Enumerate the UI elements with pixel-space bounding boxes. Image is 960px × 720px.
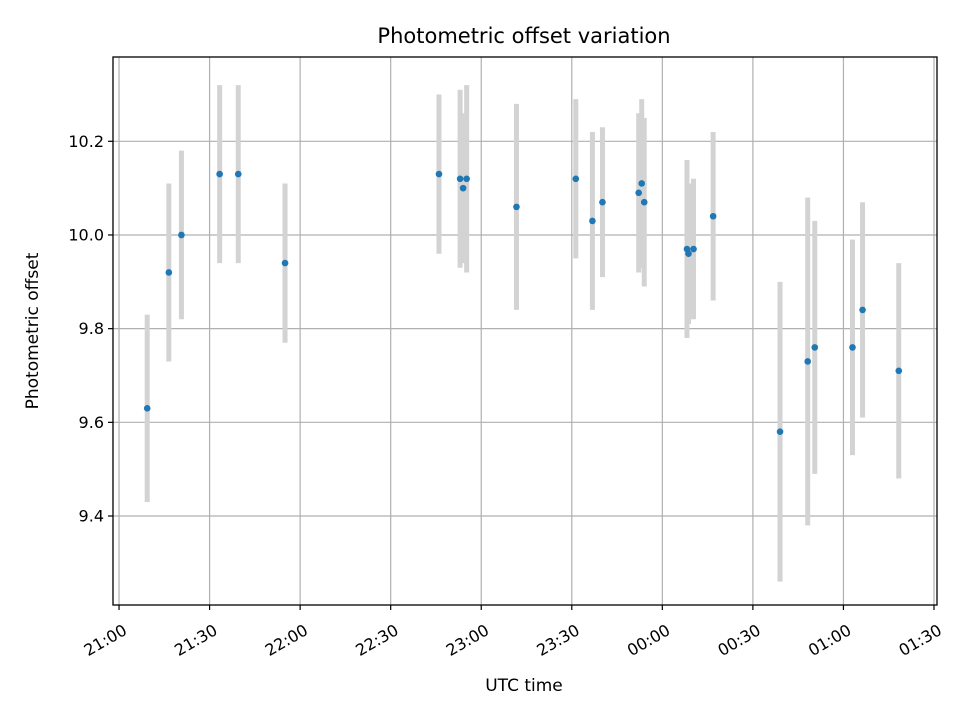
point-layer: [143, 170, 903, 436]
data-point: [513, 203, 520, 211]
y-tick-label: 9.6: [79, 413, 104, 432]
data-point: [895, 367, 903, 375]
data-point: [690, 245, 697, 253]
chart-title: Photometric offset variation: [377, 24, 670, 48]
plot-frame: [112, 56, 938, 606]
data-point: [776, 428, 784, 436]
data-point: [589, 217, 596, 225]
data-point: [143, 404, 151, 412]
data-point: [640, 198, 648, 206]
data-point: [459, 184, 467, 192]
data-point: [435, 170, 443, 178]
data-point: [635, 189, 642, 197]
data-point: [178, 231, 185, 239]
y-axis-label: Photometric offset: [23, 252, 43, 409]
data-point: [804, 358, 812, 365]
data-point: [638, 180, 646, 187]
data-point: [811, 344, 819, 351]
data-point: [463, 175, 470, 183]
data-point: [281, 259, 289, 267]
data-point: [599, 198, 606, 206]
y-tick-label: 9.8: [79, 319, 104, 338]
data-point: [709, 212, 717, 220]
y-tick-label: 10.2: [68, 132, 104, 151]
data-point: [165, 269, 173, 276]
x-axis-label: UTC time: [485, 676, 563, 696]
y-tick-label: 9.4: [79, 507, 104, 526]
data-point: [685, 250, 692, 258]
data-point: [859, 306, 866, 314]
data-point: [216, 170, 223, 178]
data-point: [572, 175, 580, 183]
data-point: [234, 170, 242, 178]
y-tick-label: 10.0: [68, 225, 104, 244]
y-axis: 9.4 9.6 9.8 10.0 10.2: [68, 132, 113, 526]
data-point: [849, 344, 856, 351]
data-point: [456, 175, 464, 183]
grid-layer: [113, 57, 937, 605]
